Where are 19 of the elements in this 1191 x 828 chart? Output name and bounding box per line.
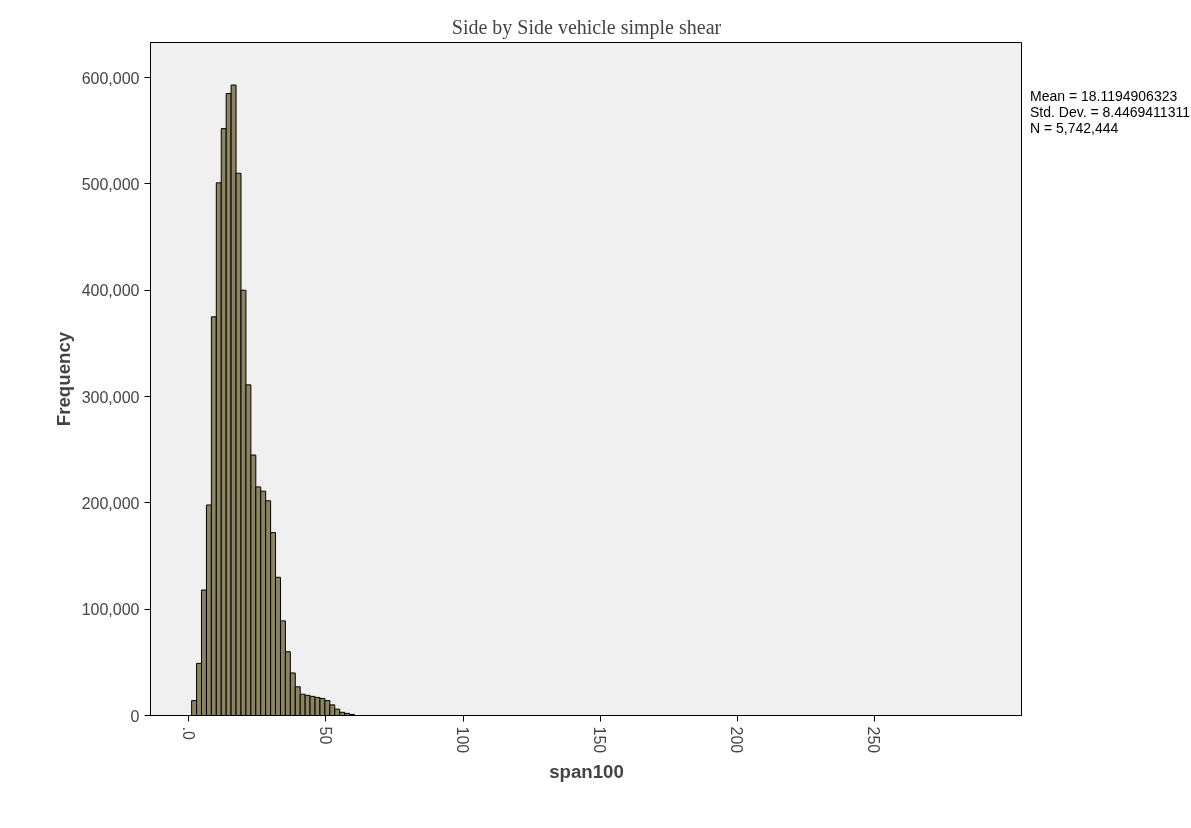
y-tick-label: 300,000 (81, 388, 140, 406)
y-tick-label: 100,000 (81, 601, 140, 619)
text: Mean = 18.1194906323 (1030, 88, 1178, 104)
y-tick-label: 600,000 (81, 69, 140, 87)
y-tick-label: 400,000 (81, 282, 140, 300)
x-tick-label: 50 (317, 726, 334, 745)
y-tick-label: 500,000 (81, 175, 140, 193)
x-axis-title: span100 (549, 761, 624, 783)
x-tick-label: 100 (454, 726, 472, 754)
x-tick-label: .0 (179, 726, 197, 740)
x-tick-label: 150 (591, 726, 609, 754)
chart-title: Side by Side vehicle simple shear (451, 15, 722, 39)
text: N = 5,742,444 (1030, 120, 1119, 136)
y-axis-title: Frequency (52, 331, 74, 427)
x-tick-label: 200 (728, 726, 746, 754)
y-tick-label: 0 (130, 707, 140, 725)
y-tick-label: 200,000 (81, 494, 140, 512)
x-tick-label: 250 (865, 726, 883, 754)
text: Std. Dev. = 8.4469411311 (1030, 104, 1190, 120)
